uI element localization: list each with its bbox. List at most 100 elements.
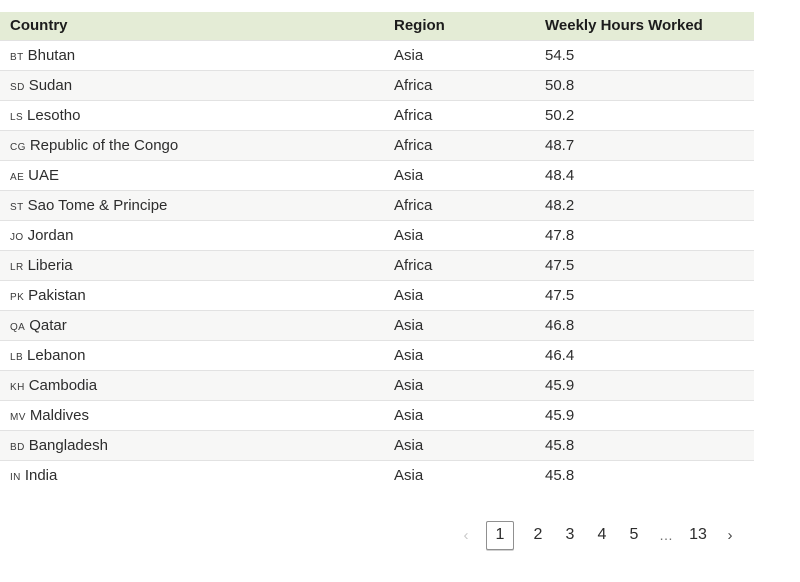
region-cell: Asia [394, 166, 424, 184]
country-name: Pakistan [28, 286, 86, 304]
table-row: KH Cambodia Asia 45.9 [0, 370, 754, 400]
region-cell: Africa [394, 106, 433, 124]
country-code: IN [10, 471, 21, 483]
chevron-left-icon[interactable]: ‹ [463, 526, 469, 544]
column-header-region: Region [384, 12, 535, 40]
region-cell: Asia [394, 286, 424, 304]
table-row: SD Sudan Africa 50.8 [0, 70, 754, 100]
region-cell: Africa [394, 196, 433, 214]
hours-cell: 47.5 [545, 256, 575, 274]
region-cell: Africa [394, 76, 433, 94]
table-row: PK Pakistan Asia 47.5 [0, 280, 754, 310]
country-name: India [24, 466, 58, 484]
country-name: Sao Tome & Principe [27, 196, 168, 214]
page-button-5[interactable]: 5 [629, 526, 639, 543]
country-code: CG [10, 141, 26, 153]
hours-cell: 45.9 [545, 376, 575, 394]
hours-cell: 54.5 [545, 46, 575, 64]
country-code: MV [10, 411, 26, 423]
country-name: Lebanon [27, 346, 86, 364]
table-row: LB Lebanon Asia 46.4 [0, 340, 754, 370]
column-header-hours: Weekly Hours Worked [535, 12, 754, 40]
country-code: LR [10, 261, 24, 273]
country-name: Bhutan [27, 46, 76, 64]
country-name: Bangladesh [28, 436, 108, 454]
country-code: PK [10, 291, 25, 303]
hours-cell: 46.8 [545, 316, 575, 334]
country-cell: KH Cambodia [0, 370, 384, 400]
country-name: Lesotho [27, 106, 81, 124]
hours-cell: 48.7 [545, 136, 575, 154]
table-row: LS Lesotho Africa 50.2 [0, 100, 754, 130]
hours-cell: 47.5 [545, 286, 575, 304]
table-row: JO Jordan Asia 47.8 [0, 220, 754, 250]
table-row: CG Republic of the Congo Africa 48.7 [0, 130, 754, 160]
table-row: BT Bhutan Asia 54.5 [0, 40, 754, 70]
country-code: LS [10, 111, 24, 123]
country-code: QA [10, 321, 26, 333]
country-name: Cambodia [28, 376, 98, 394]
table-row: QA Qatar Asia 46.8 [0, 310, 754, 340]
page: Country Region Weekly Hours Worked BT Bhu… [0, 12, 754, 550]
hours-cell: 45.8 [545, 466, 575, 484]
country-cell: SD Sudan [0, 70, 384, 100]
country-code: BD [10, 441, 25, 453]
page-button-4[interactable]: 4 [597, 526, 607, 543]
country-name: Liberia [27, 256, 73, 274]
hours-cell: 47.8 [545, 226, 575, 244]
hours-cell: 50.8 [545, 76, 575, 94]
region-cell: Asia [394, 226, 424, 244]
country-cell: MV Maldives [0, 400, 384, 430]
region-cell: Asia [394, 46, 424, 64]
hours-cell: 48.4 [545, 166, 575, 184]
country-cell: JO Jordan [0, 220, 384, 250]
country-cell: PK Pakistan [0, 280, 384, 310]
table-body: BT Bhutan Asia 54.5 SD Sudan Africa 50.8 L… [0, 40, 754, 490]
region-cell: Asia [394, 376, 424, 394]
country-code: BT [10, 51, 24, 63]
country-cell: LR Liberia [0, 250, 384, 280]
region-cell: Asia [394, 406, 424, 424]
page-button-2[interactable]: 2 [533, 526, 543, 543]
hours-cell: 48.2 [545, 196, 575, 214]
country-cell: IN India [0, 460, 384, 490]
region-cell: Africa [394, 136, 433, 154]
column-header-country: Country [0, 12, 384, 40]
country-code: ST [10, 201, 24, 213]
country-name: Sudan [28, 76, 73, 94]
hours-cell: 45.9 [545, 406, 575, 424]
region-cell: Asia [394, 466, 424, 484]
table-row: MV Maldives Asia 45.9 [0, 400, 754, 430]
page-button-current[interactable]: 1 [486, 520, 514, 550]
table-row: BD Bangladesh Asia 45.8 [0, 430, 754, 460]
table-header: Country Region Weekly Hours Worked [0, 12, 754, 40]
country-cell: AE UAE [0, 160, 384, 190]
region-cell: Asia [394, 316, 424, 334]
table-row: LR Liberia Africa 47.5 [0, 250, 754, 280]
country-name: UAE [28, 166, 59, 184]
page-button-13[interactable]: 13 [689, 526, 707, 543]
chevron-right-icon[interactable]: › [727, 526, 733, 544]
pagination: ‹ 1 2 3 4 5 … 13 › [0, 520, 754, 550]
country-cell: QA Qatar [0, 310, 384, 340]
country-cell: BT Bhutan [0, 40, 384, 70]
table-row: AE UAE Asia 48.4 [0, 160, 754, 190]
country-code: AE [10, 171, 25, 183]
table-row: IN India Asia 45.8 [0, 460, 754, 490]
table-row: ST Sao Tome & Principe Africa 48.2 [0, 190, 754, 220]
pagination-ellipsis: … [659, 527, 673, 543]
country-cell: LB Lebanon [0, 340, 384, 370]
weekly-hours-table: Country Region Weekly Hours Worked BT Bhu… [0, 12, 754, 490]
country-code: KH [10, 381, 25, 393]
country-name: Maldives [29, 406, 89, 424]
country-code: SD [10, 81, 25, 93]
page-button-3[interactable]: 3 [565, 526, 575, 543]
country-code: LB [10, 351, 24, 363]
country-code: JO [10, 231, 24, 243]
country-name: Republic of the Congo [29, 136, 179, 154]
country-name: Jordan [27, 226, 74, 244]
region-cell: Asia [394, 346, 424, 364]
country-cell: BD Bangladesh [0, 430, 384, 460]
hours-cell: 50.2 [545, 106, 575, 124]
region-cell: Africa [394, 256, 433, 274]
